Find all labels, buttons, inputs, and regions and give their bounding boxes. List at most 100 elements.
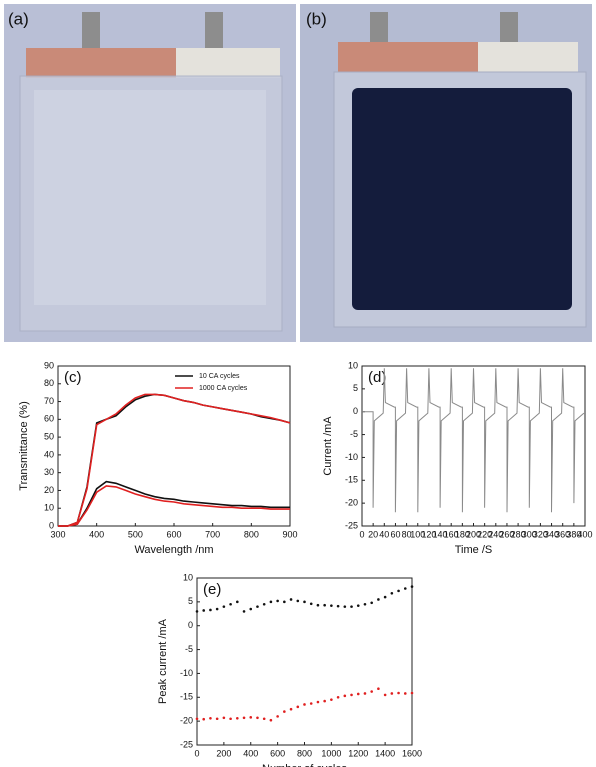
- data-point: [336, 604, 340, 608]
- data-point: [356, 604, 360, 607]
- data-point: [262, 717, 266, 721]
- x-tick-label: 220: [477, 529, 492, 539]
- photo-b: (b): [300, 4, 592, 342]
- data-point: [323, 699, 326, 703]
- x-tick-label: 200: [466, 529, 481, 539]
- y-tick-label: 10: [348, 360, 358, 370]
- data-point: [370, 690, 373, 693]
- data-point: [316, 603, 320, 607]
- data-point: [356, 692, 360, 696]
- data-point: [276, 599, 279, 603]
- y-axis-title: Transmittance (%): [18, 401, 30, 490]
- data-point: [410, 585, 414, 588]
- y-tick-label: 0: [49, 520, 54, 530]
- x-tick-label: 1200: [348, 748, 368, 758]
- y-tick-label: 0: [188, 620, 193, 630]
- x-tick-label: 1000: [321, 748, 341, 758]
- x-tick-label: 300: [50, 529, 65, 539]
- y-tick-label: 70: [44, 396, 54, 406]
- data-point: [390, 692, 394, 695]
- data-point: [215, 717, 219, 721]
- y-tick-label: 30: [44, 467, 54, 477]
- data-point: [397, 691, 400, 695]
- x-axis-title: Wavelength /nm: [134, 544, 213, 556]
- data-point: [410, 691, 414, 695]
- x-tick-label: 700: [205, 529, 220, 539]
- data-point: [202, 717, 206, 721]
- sealant: [478, 42, 578, 72]
- y-tick-label: -10: [345, 452, 358, 462]
- data-point: [397, 589, 400, 593]
- active-area: [34, 90, 266, 305]
- y-tick-label: 10: [183, 572, 193, 582]
- data-point: [249, 607, 253, 611]
- data-point: [296, 599, 300, 603]
- data-point: [209, 716, 212, 720]
- x-tick-label: 400: [577, 529, 592, 539]
- panel-label: (d): [368, 369, 386, 386]
- data-point: [370, 601, 373, 605]
- y-tick-label: -25: [345, 520, 358, 530]
- x-tick-label: 600: [270, 748, 285, 758]
- sealant: [176, 48, 280, 78]
- data-point: [249, 716, 253, 719]
- data-point: [383, 595, 387, 599]
- x-tick-label: 0: [359, 529, 364, 539]
- y-axis-title: Current /mA: [322, 416, 334, 476]
- legend-label: 10 CA cycles: [199, 373, 240, 380]
- y-tick-label: -15: [345, 475, 358, 485]
- x-tick-label: 500: [128, 529, 143, 539]
- legend-label: 1000 CA cycles: [199, 385, 248, 392]
- x-tick-label: 600: [166, 529, 181, 539]
- data-point: [343, 694, 347, 698]
- data-point: [377, 687, 380, 690]
- y-tick-label: 20: [44, 485, 54, 495]
- data-point: [303, 703, 306, 706]
- data-point: [222, 605, 226, 608]
- data-point: [350, 693, 353, 697]
- x-tick-label: 320: [533, 529, 548, 539]
- y-axis-title: Peak current /mA: [157, 618, 169, 704]
- photo-a: (a): [4, 4, 296, 342]
- copper-tape: [338, 42, 478, 72]
- panel-label: (c): [64, 369, 82, 386]
- data-point: [343, 605, 347, 608]
- data-point: [323, 603, 326, 607]
- copper-tape: [26, 48, 176, 78]
- x-tick-label: 40: [379, 529, 389, 539]
- data-line: [58, 480, 290, 527]
- y-tick-label: -15: [180, 692, 193, 702]
- y-tick-label: 80: [44, 378, 54, 388]
- data-point: [350, 605, 353, 608]
- x-tick-label: 1400: [375, 748, 395, 758]
- x-tick-label: 100: [410, 529, 425, 539]
- data-point: [269, 600, 273, 604]
- y-tick-label: -5: [350, 429, 358, 439]
- data-point: [330, 698, 333, 701]
- x-tick-label: 0: [194, 748, 199, 758]
- y-tick-label: 50: [44, 431, 54, 441]
- data-point: [289, 598, 293, 601]
- data-point: [229, 717, 232, 721]
- x-tick-label: 200: [216, 748, 231, 758]
- data-point: [202, 609, 206, 612]
- data-point: [283, 710, 286, 713]
- x-tick-label: 140: [433, 529, 448, 539]
- x-tick-label: 60: [390, 529, 400, 539]
- y-tick-label: -25: [180, 739, 193, 749]
- x-tick-label: 280: [511, 529, 526, 539]
- y-tick-label: 10: [44, 503, 54, 513]
- data-point: [256, 605, 259, 608]
- panel-label: (e): [203, 581, 221, 598]
- data-point: [390, 591, 394, 595]
- y-tick-label: -20: [345, 498, 358, 508]
- data-point: [209, 608, 212, 612]
- x-tick-label: 240: [488, 529, 503, 539]
- data-point: [403, 692, 407, 695]
- data-point: [377, 598, 380, 601]
- data-point: [229, 602, 232, 606]
- x-axis-title: Time /S: [455, 544, 493, 556]
- data-point: [383, 693, 387, 697]
